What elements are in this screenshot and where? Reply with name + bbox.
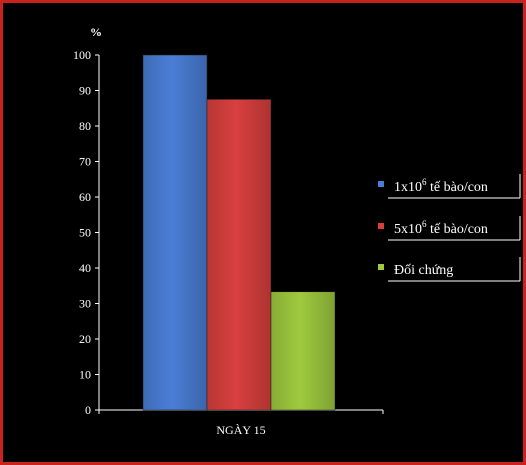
legend-item-2: 5x106 tế bào/con [378,216,521,241]
legend-item-1: 1x106 tế bào/con [378,174,521,199]
legend-item-3: Đối chứng [378,257,521,282]
y-tick-label: 40 [79,261,91,275]
bar-chart: % 0 10 20 30 40 50 60 70 80 90 100 NGÀY 15 1x106 tế… [73,25,521,437]
bar-series-1 [142,54,208,411]
y-tick-label: 100 [73,48,91,62]
y-axis-unit-label: % [90,25,102,39]
legend-label: Đối chứng [394,263,453,278]
y-tick-label: 50 [79,226,91,240]
bar-series-2 [206,99,272,411]
legend-label: 5x106 tế bào/con [394,219,488,237]
legend: 1x106 tế bào/con 5x106 tế bào/con Đối chứn… [378,174,521,282]
y-tick-label: 30 [79,297,91,311]
y-tick-label: 80 [79,119,91,133]
y-tick-label: 10 [79,368,91,382]
legend-swatch [378,264,384,270]
y-tick-label: 70 [79,155,91,169]
y-tick-label: 90 [79,84,91,98]
legend-swatch [378,223,384,229]
legend-swatch [378,181,384,187]
y-tick-label: 20 [79,332,91,346]
x-category-label: NGÀY 15 [216,423,265,437]
plot-area: 0 10 20 30 40 50 60 70 80 90 100 NGÀY 15 [73,48,384,437]
y-tick-label: 0 [85,403,91,417]
bar-series-3 [270,291,336,411]
legend-label: 1x106 tế bào/con [394,177,488,195]
y-tick-label: 60 [79,190,91,204]
